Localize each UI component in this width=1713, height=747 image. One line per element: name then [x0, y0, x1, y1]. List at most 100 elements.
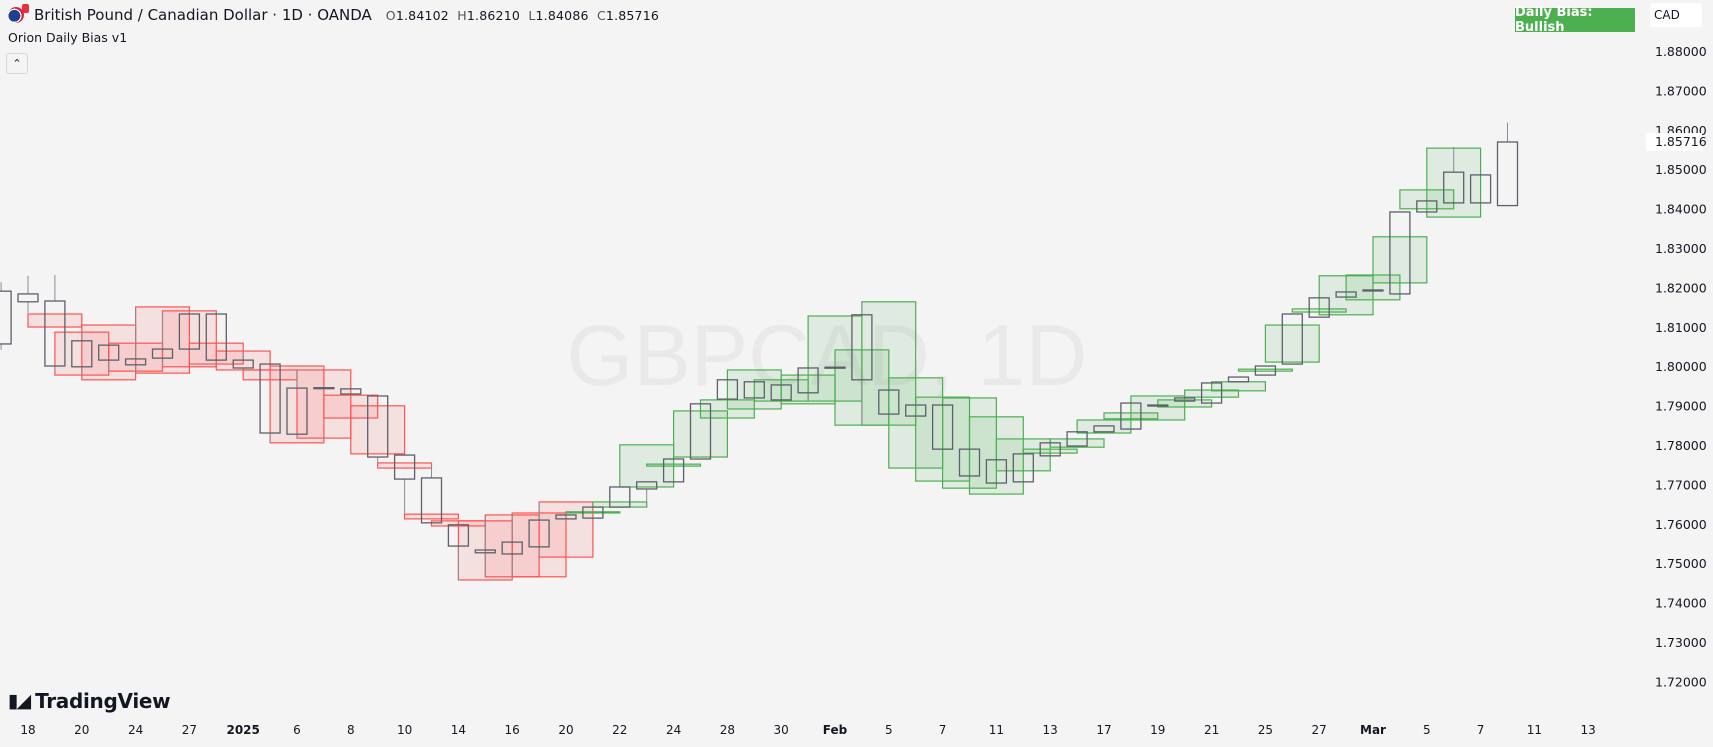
candle-body — [743, 381, 765, 399]
candle — [743, 381, 765, 399]
candle — [1496, 122, 1519, 207]
last-price-label: 1.85716 — [1655, 134, 1707, 149]
candle — [1174, 397, 1196, 402]
time-tick-label: 25 — [1258, 723, 1273, 737]
price-tick-label: 1.76000 — [1655, 517, 1707, 532]
time-tick-label: 6 — [293, 723, 301, 737]
candle-body — [393, 454, 416, 480]
time-tick-label: 18 — [20, 723, 35, 737]
collapse-indicators-button[interactable]: ⌃ — [6, 53, 28, 74]
bias-box-bullish — [565, 511, 621, 514]
candle-body — [662, 458, 685, 483]
candle — [1308, 297, 1330, 318]
price-axis[interactable]: 1.880001.870001.860001.850001.840001.830… — [1646, 44, 1707, 689]
time-tick-label: 17 — [1096, 723, 1111, 737]
time-axis[interactable]: 18 20 24 27 2025 6 8 10 14 16 20 22 24 28 30 Feb 5 7 11 13 1… — [20, 723, 1595, 737]
candle — [797, 367, 819, 402]
candle — [313, 386, 335, 391]
bias-box-bearish — [404, 513, 460, 520]
candle-body — [958, 448, 981, 477]
close-value: 1.85716 — [605, 7, 660, 23]
candle-body — [636, 481, 658, 490]
candle-body — [71, 340, 93, 368]
time-tick-label: 14 — [451, 723, 466, 737]
time-tick-label: 2025 — [226, 723, 259, 737]
time-tick-label: 13 — [1043, 723, 1058, 737]
candle — [44, 275, 66, 370]
daily-bias-badge: Daily Bias: Bullish — [1515, 5, 1635, 35]
candle-body — [985, 459, 1008, 484]
price-tick-label: 1.81000 — [1655, 320, 1707, 335]
candle — [151, 310, 174, 367]
candle-body — [447, 524, 470, 547]
candle — [393, 454, 416, 515]
price-tick-label: 1.73000 — [1655, 635, 1707, 650]
bias-box-bullish — [1022, 448, 1078, 454]
candle-body — [1066, 431, 1088, 447]
candle-body — [824, 366, 846, 369]
bias-box-bearish — [538, 501, 594, 558]
candle — [447, 520, 470, 580]
candle — [1416, 200, 1438, 213]
symbol-header[interactable]: British Pound / Canadian Dollar · 1D · O… — [8, 4, 659, 24]
time-tick-label: 7 — [1477, 723, 1485, 737]
candle — [367, 395, 389, 463]
candle — [474, 514, 496, 577]
indicator-title[interactable]: Orion Daily Bias v1 — [8, 30, 128, 45]
price-tick-label: 1.78000 — [1655, 438, 1707, 453]
candle-body — [1093, 425, 1115, 433]
candle-body — [44, 300, 66, 367]
candle — [1469, 174, 1492, 204]
candle — [259, 363, 281, 443]
candle-body — [1227, 376, 1250, 383]
candle — [985, 459, 1008, 484]
candle-body — [931, 404, 954, 450]
candle — [1335, 291, 1357, 298]
time-tick-label: 24 — [666, 723, 681, 737]
symbol-title[interactable]: British Pound / Canadian Dollar · 1D · O… — [34, 6, 372, 24]
tradingview-logo[interactable]: ▮◢ TradingView — [8, 689, 171, 713]
bias-box-bullish — [995, 438, 1051, 472]
candle-body — [1200, 382, 1223, 404]
candle — [716, 379, 739, 400]
candle — [878, 389, 900, 415]
time-tick-label: 27 — [1312, 723, 1327, 737]
ohlc-values: O1.84102 H1.86210 L1.84086 C1.85716 — [386, 8, 659, 23]
price-tick-label: 1.83000 — [1655, 241, 1707, 256]
high-label: H — [457, 7, 467, 23]
currency-button[interactable]: CAD — [1650, 3, 1702, 27]
bias-box-bearish — [27, 313, 83, 328]
bias-box-bearish — [350, 405, 406, 455]
time-tick-label: 13 — [1581, 723, 1596, 737]
price-tick-label: 1.72000 — [1655, 674, 1707, 689]
close-label: C — [596, 7, 606, 23]
time-tick-label: 11 — [989, 723, 1004, 737]
time-tick-label: 8 — [347, 723, 355, 737]
candle-body — [259, 363, 281, 434]
candle — [1039, 442, 1061, 457]
price-tick-label: 1.77000 — [1655, 477, 1707, 492]
price-tick-label: 1.74000 — [1655, 596, 1707, 611]
candle — [931, 404, 954, 450]
candle — [824, 366, 846, 369]
candle — [286, 369, 308, 439]
candle-body — [474, 549, 496, 554]
candle-body — [1174, 397, 1196, 402]
time-tick-label: 5 — [885, 723, 893, 737]
low-value: 1.84086 — [535, 7, 589, 23]
candle — [1120, 402, 1142, 430]
time-tick-label: 10 — [397, 723, 412, 737]
price-tick-label: 1.87000 — [1655, 83, 1707, 98]
candles — [0, 122, 1519, 580]
candle-body — [1147, 404, 1169, 407]
candle-body — [313, 387, 335, 390]
low-label: L — [528, 7, 536, 23]
bias-box-bullish — [1264, 324, 1320, 363]
candle — [662, 458, 685, 483]
candle — [340, 386, 362, 397]
candle-body — [340, 388, 362, 395]
candle-body — [1039, 442, 1061, 457]
candle-body — [1335, 291, 1357, 298]
chevron-up-icon: ⌃ — [12, 57, 22, 70]
